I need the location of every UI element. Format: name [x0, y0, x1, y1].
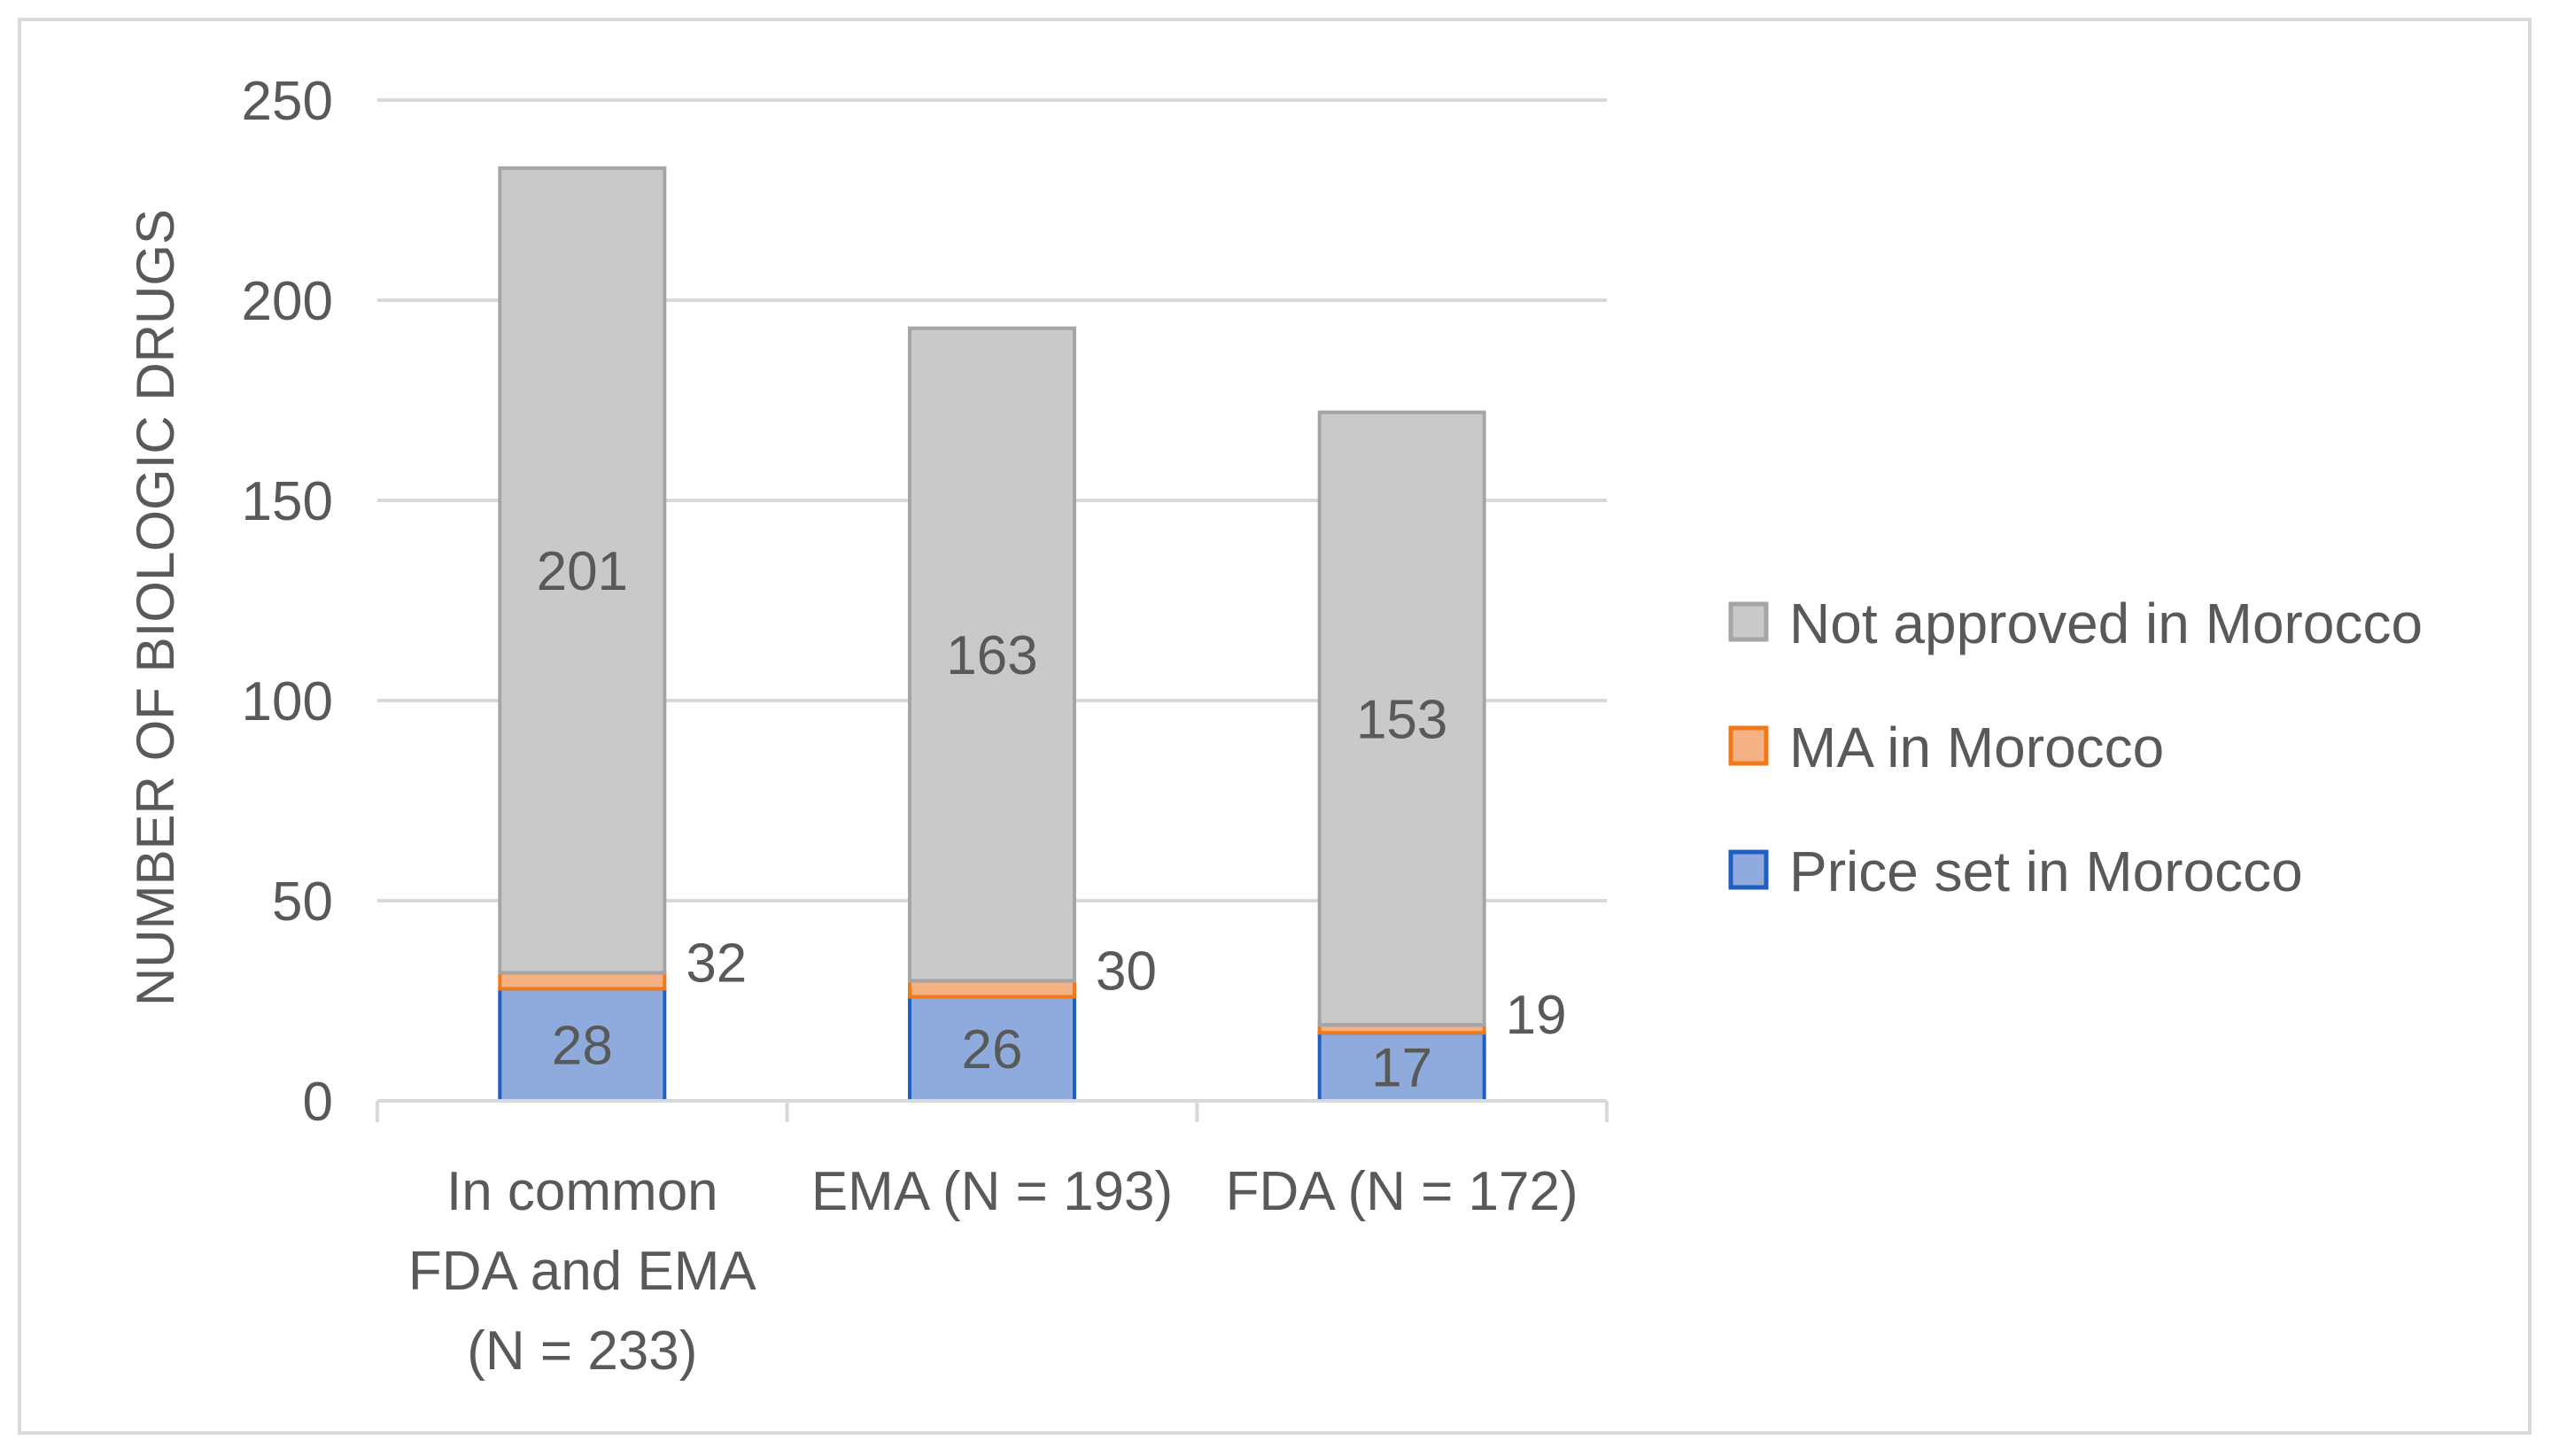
- y-tick-label: 50: [272, 871, 333, 933]
- data-labels: 28 201 32 26 163 30 17 153 19: [537, 541, 1567, 1098]
- y-axis-ticks: 0 50 100 150 200 250: [242, 71, 333, 1133]
- y-tick-label: 250: [242, 71, 333, 132]
- data-label: 201: [537, 541, 628, 602]
- x-category-label: In common: [446, 1161, 718, 1222]
- data-label: 17: [1371, 1038, 1432, 1099]
- legend-swatch: [1728, 601, 1769, 642]
- legend-label: Not approved in Morocco: [1789, 592, 2423, 655]
- bar-segment: [908, 326, 1076, 983]
- bar-segment: [908, 995, 1076, 1103]
- data-label: 28: [552, 1016, 613, 1077]
- legend-swatch: [1728, 725, 1769, 766]
- bar-segment: [498, 166, 667, 975]
- bar-segment: [1317, 410, 1486, 1027]
- x-axis: [376, 1099, 1609, 1122]
- bar-segment: [498, 987, 667, 1103]
- bar-segment: [908, 979, 1076, 999]
- y-axis-title: NUMBER OF BIOLOGIC DRUGS: [126, 209, 185, 1006]
- x-category-label: (N = 233): [467, 1320, 697, 1382]
- data-label: 163: [946, 625, 1037, 686]
- y-tick-label: 0: [303, 1072, 333, 1133]
- x-category-label: FDA (N = 172): [1226, 1161, 1578, 1222]
- legend-label: Price set in Morocco: [1789, 840, 2303, 903]
- legend-swatch: [1728, 849, 1769, 890]
- data-label: 26: [962, 1019, 1023, 1080]
- y-tick-label: 200: [242, 271, 333, 332]
- data-label: 30: [1096, 941, 1157, 1002]
- bar-chart: 0 50 100 150 200 250 In common FDA and EMA (N =…: [126, 71, 2423, 1382]
- x-axis-labels: In common FDA and EMA (N = 233) EMA (N = 19…: [408, 1161, 1578, 1382]
- bar-segment: [1317, 1031, 1486, 1104]
- bars: [498, 166, 1486, 1104]
- y-tick-label: 100: [242, 671, 333, 732]
- data-label: 19: [1506, 985, 1567, 1046]
- legend: Not approved in Morocco MA in Morocco Pric…: [1728, 592, 2423, 903]
- data-label: 32: [686, 933, 747, 994]
- bar-segment: [498, 971, 667, 991]
- chart-frame: 0 50 100 150 200 250 In common FDA and EMA (N =…: [18, 18, 2532, 1435]
- x-category-label: EMA (N = 193): [811, 1161, 1173, 1222]
- x-category-label: FDA and EMA: [408, 1241, 756, 1302]
- data-label: 153: [1356, 689, 1447, 750]
- legend-label: MA in Morocco: [1789, 716, 2164, 779]
- y-tick-label: 150: [242, 471, 333, 532]
